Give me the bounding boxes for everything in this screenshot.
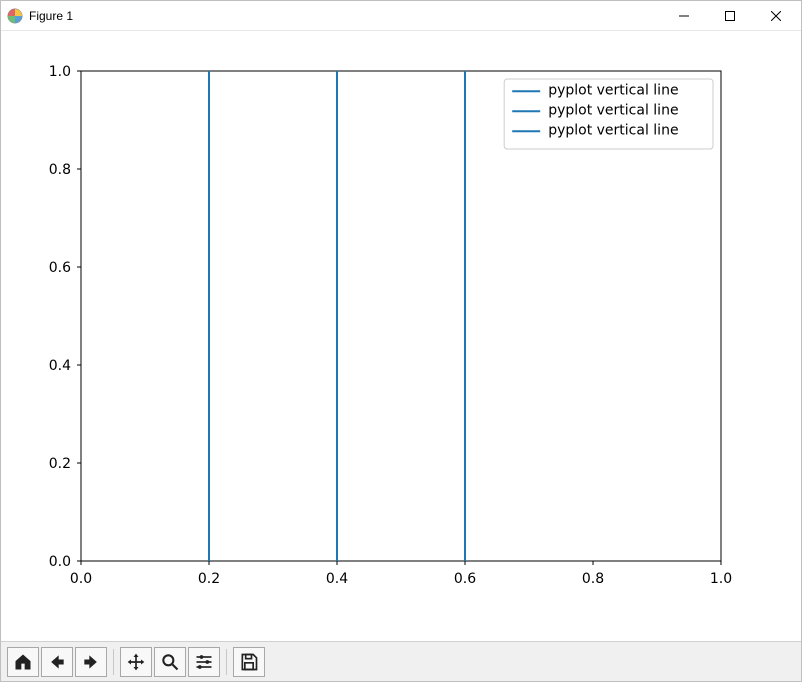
toolbar-separator bbox=[226, 649, 227, 675]
save-button[interactable] bbox=[233, 647, 265, 677]
zoom-button[interactable] bbox=[154, 647, 186, 677]
close-button[interactable] bbox=[753, 1, 799, 31]
configure-subplots-button[interactable] bbox=[188, 647, 220, 677]
titlebar: Figure 1 bbox=[1, 1, 801, 31]
zoom-icon bbox=[160, 652, 180, 672]
arrow-right-icon bbox=[81, 652, 101, 672]
svg-text:0.0: 0.0 bbox=[49, 554, 71, 570]
svg-text:pyplot vertical line: pyplot vertical line bbox=[548, 123, 678, 139]
sliders-icon bbox=[194, 652, 214, 672]
chart-svg: 0.0 0.2 0.4 0.6 0.8 1.0 0.0 0.2 0.4 0.6 0.8 1.0 pypl… bbox=[1, 31, 801, 641]
svg-text:pyplot vertical line: pyplot vertical line bbox=[548, 103, 678, 119]
svg-text:1.0: 1.0 bbox=[710, 571, 732, 587]
app-icon bbox=[7, 8, 23, 24]
forward-button[interactable] bbox=[75, 647, 107, 677]
arrow-left-icon bbox=[47, 652, 67, 672]
maximize-icon bbox=[725, 11, 735, 21]
save-icon bbox=[239, 652, 259, 672]
maximize-button[interactable] bbox=[707, 1, 753, 31]
svg-text:0.8: 0.8 bbox=[582, 571, 604, 587]
svg-text:pyplot vertical line: pyplot vertical line bbox=[548, 83, 678, 99]
home-button[interactable] bbox=[7, 647, 39, 677]
svg-text:0.2: 0.2 bbox=[198, 571, 220, 587]
svg-text:0.4: 0.4 bbox=[49, 358, 71, 374]
svg-text:0.6: 0.6 bbox=[454, 571, 476, 587]
toolbar-separator bbox=[113, 649, 114, 675]
pan-button[interactable] bbox=[120, 647, 152, 677]
move-icon bbox=[126, 652, 146, 672]
back-button[interactable] bbox=[41, 647, 73, 677]
svg-text:0.0: 0.0 bbox=[70, 571, 92, 587]
figure-canvas[interactable]: 0.0 0.2 0.4 0.6 0.8 1.0 0.0 0.2 0.4 0.6 0.8 1.0 pypl… bbox=[1, 31, 801, 641]
minimize-button[interactable] bbox=[661, 1, 707, 31]
window-title: Figure 1 bbox=[29, 9, 73, 23]
svg-text:0.2: 0.2 bbox=[49, 456, 71, 472]
home-icon bbox=[13, 652, 33, 672]
navigation-toolbar bbox=[1, 641, 801, 681]
svg-text:0.8: 0.8 bbox=[49, 162, 71, 178]
svg-text:0.6: 0.6 bbox=[49, 260, 71, 276]
minimize-icon bbox=[679, 11, 689, 21]
svg-text:0.4: 0.4 bbox=[326, 571, 348, 587]
figure-window: Figure 1 0.00.20.40.60.81.00.00.20.40.60… bbox=[0, 0, 802, 682]
close-icon bbox=[771, 11, 781, 21]
svg-text:1.0: 1.0 bbox=[49, 64, 71, 80]
